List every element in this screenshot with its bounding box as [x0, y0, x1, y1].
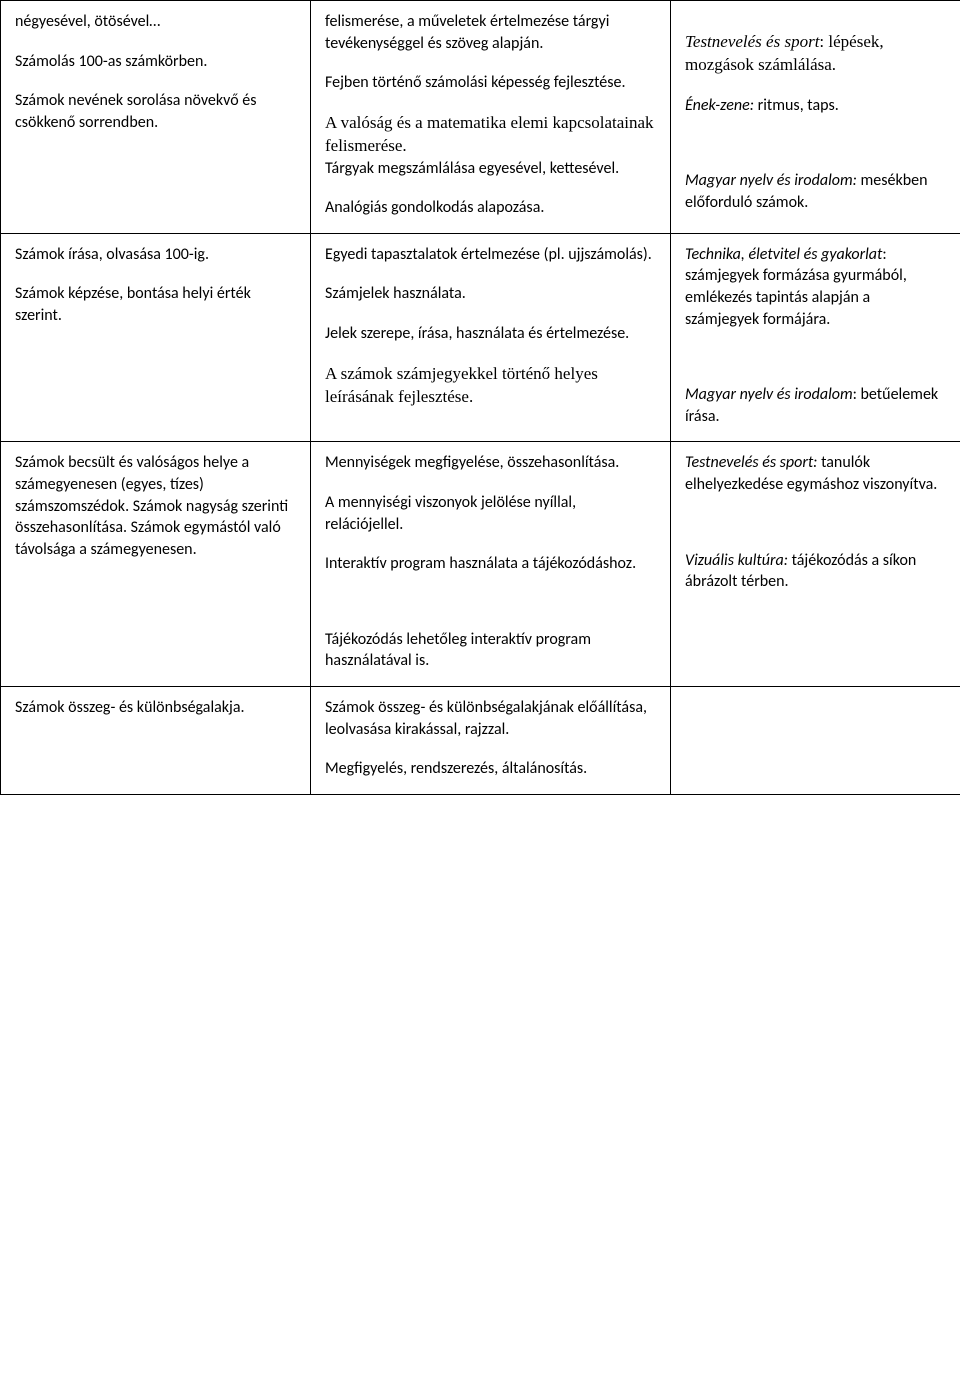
cell-paragraph: Mennyiségek megfigyelése, összehasonlítá… [325, 452, 656, 474]
text-span: Testnevelés és sport: [685, 453, 817, 472]
curriculum-table: négyesével, ötösével… Számolás 100-as szá… [0, 0, 960, 795]
spacer [685, 11, 946, 31]
table-cell: Testnevelés és sport: lépések, mozgások … [671, 1, 960, 234]
cell-paragraph: négyesével, ötösével… [15, 11, 296, 33]
cell-paragraph: Technika, életvitel és gyakorlat: számje… [685, 244, 946, 330]
cell-paragraph: Tárgyak megszámlálása egyesével, kettesé… [325, 158, 656, 180]
table-cell: Számok írása, olvasása 100-ig. Számok kép… [1, 233, 311, 442]
cell-paragraph: Jelek szerepe, írása, használata és érte… [325, 323, 656, 345]
table-cell: Technika, életvitel és gyakorlat: számje… [671, 233, 960, 442]
cell-paragraph: Interaktív program használata a tájékozó… [325, 553, 656, 575]
cell-paragraph: Számok írása, olvasása 100-ig. [15, 244, 296, 266]
cell-paragraph: Számok képzése, bontása helyi érték szer… [15, 283, 296, 326]
text-span: Magyar nyelv és irodalom [685, 385, 853, 404]
table-cell: Testnevelés és sport: tanulók elhelyezke… [671, 442, 960, 687]
cell-paragraph: Fejben történő számolási képesség fejles… [325, 72, 656, 94]
table-row: Számok írása, olvasása 100-ig. Számok kép… [1, 233, 960, 442]
table-cell: Számok összeg- és különbségalakjának elő… [311, 686, 671, 794]
cell-paragraph: Testnevelés és sport: lépések, mozgások … [685, 31, 946, 77]
table-cell: Számok összeg- és különbségalakja. [1, 686, 311, 794]
cell-paragraph: Megfigyelés, rendszerezés, általánosítás… [325, 758, 656, 780]
cell-paragraph: A mennyiségi viszonyok jelölése nyíllal,… [325, 492, 656, 535]
cell-paragraph: Ének-zene: ritmus, taps. [685, 95, 946, 117]
cell-paragraph: A számok számjegyekkel történő helyes le… [325, 363, 656, 409]
table-cell: négyesével, ötösével… Számolás 100-as szá… [1, 1, 311, 234]
cell-paragraph: felismerése, a műveletek értelmezése tár… [325, 11, 656, 54]
table-cell: Egyedi tapasztalatok értelmezése (pl. uj… [311, 233, 671, 442]
spacer [685, 514, 946, 550]
cell-paragraph: Számok összeg- és különbségalakja. [15, 697, 296, 719]
cell-paragraph: Tájékozódás lehetőleg interaktív program… [325, 629, 656, 672]
cell-paragraph: Magyar nyelv és irodalom: betűelemek írá… [685, 384, 946, 427]
cell-paragraph: Vizuális kultúra: tájékozódás a síkon áb… [685, 550, 946, 593]
table-cell: Számok becsült és valóságos helye a szám… [1, 442, 311, 687]
cell-paragraph: Magyar nyelv és irodalom: mesékben előfo… [685, 170, 946, 213]
cell-paragraph: Számjelek használata. [325, 283, 656, 305]
spacer [685, 348, 946, 384]
cell-paragraph: A valóság és a matematika elemi kapcsola… [325, 112, 656, 158]
table-cell: Mennyiségek megfigyelése, összehasonlítá… [311, 442, 671, 687]
text-span: Testnevelés és sport [685, 32, 819, 51]
text-span: ritmus, taps. [754, 96, 839, 115]
text-span: Ének-zene: [685, 96, 754, 115]
spacer [685, 134, 946, 170]
cell-paragraph: Számolás 100-as számkörben. [15, 51, 296, 73]
cell-paragraph: Számok összeg- és különbségalakjának elő… [325, 697, 656, 740]
spacer [325, 593, 656, 629]
cell-paragraph: Testnevelés és sport: tanulók elhelyezke… [685, 452, 946, 495]
table-cell: felismerése, a műveletek értelmezése tár… [311, 1, 671, 234]
table-row: négyesével, ötösével… Számolás 100-as szá… [1, 1, 960, 234]
table-row: Számok becsült és valóságos helye a szám… [1, 442, 960, 687]
cell-paragraph: Számok nevének sorolása növekvő és csökk… [15, 90, 296, 133]
table-row: Számok összeg- és különbségalakja. Számok… [1, 686, 960, 794]
text-span: Magyar nyelv és irodalom: [685, 171, 857, 190]
text-span: Vizuális kultúra: [685, 551, 788, 570]
text-span: Technika, életvitel és gyakorlat [685, 245, 882, 264]
cell-paragraph: Számok becsült és valóságos helye a szám… [15, 452, 296, 560]
cell-paragraph: Egyedi tapasztalatok értelmezése (pl. uj… [325, 244, 656, 266]
cell-paragraph: Analógiás gondolkodás alapozása. [325, 197, 656, 219]
table-body: négyesével, ötösével… Számolás 100-as szá… [1, 1, 960, 795]
table-cell [671, 686, 960, 794]
